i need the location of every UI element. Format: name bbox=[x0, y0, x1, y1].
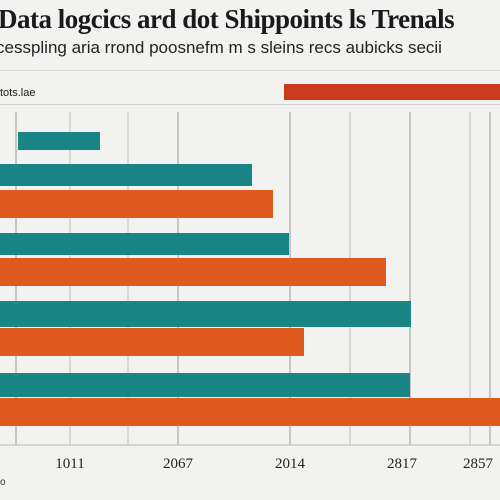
bar bbox=[0, 233, 289, 255]
x-tick-label: 2857 bbox=[463, 456, 494, 472]
bars-group bbox=[0, 132, 500, 426]
legend-swatch bbox=[284, 84, 500, 100]
bar bbox=[0, 328, 304, 356]
tick-labels: 1011 2067 2014 2817 2857 bbox=[55, 456, 493, 472]
x-tick-label: 1011 bbox=[55, 456, 84, 472]
bar bbox=[0, 301, 411, 327]
bar bbox=[0, 373, 410, 397]
header-divider bbox=[0, 70, 500, 71]
caption-divider bbox=[0, 104, 500, 105]
chart-title: Data logcics ard dot Shippoints ls Trena… bbox=[0, 4, 455, 34]
x-tick-label: 2067 bbox=[163, 456, 194, 472]
chart-subtitle: cesspling aria rrond poosnefm m s sleins… bbox=[0, 38, 442, 57]
corner-label: o bbox=[0, 477, 6, 488]
bar bbox=[0, 258, 386, 286]
axis-caption: tots.lae bbox=[0, 87, 36, 99]
x-tick-label: 2014 bbox=[275, 456, 306, 472]
x-tick-label: 2817 bbox=[387, 456, 418, 472]
bar bbox=[0, 190, 273, 218]
bar bbox=[0, 398, 500, 426]
bar bbox=[18, 132, 100, 150]
bar bbox=[0, 164, 252, 186]
